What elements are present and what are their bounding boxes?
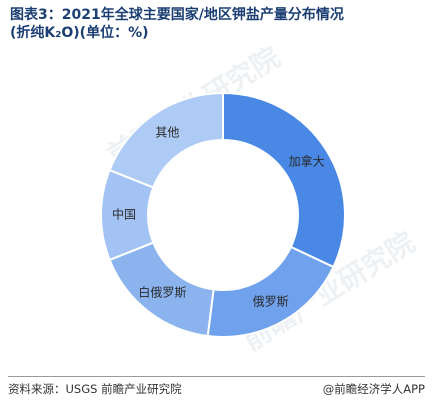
footer-divider <box>8 376 425 377</box>
slice-label: 白俄罗斯 <box>138 285 186 300</box>
donut-slice <box>222 91 346 269</box>
slice-label: 中国 <box>112 207 136 222</box>
chart-title: 图表3：2021年全球主要国家/地区钾盐产量分布情况 (折纯K₂O)(单位：%) <box>10 6 425 42</box>
chart-title-line-1: 图表3：2021年全球主要国家/地区钾盐产量分布情况 <box>10 7 344 23</box>
donut-slice <box>206 245 335 338</box>
source-note: 资料来源：USGS 前瞻产业研究院 <box>8 382 182 396</box>
credit-note: @前瞻经济学人APP <box>322 382 425 396</box>
donut-slice <box>108 91 224 189</box>
slice-label: 加拿大 <box>289 153 325 168</box>
chart-title-line-2: (折纯K₂O)(单位：%) <box>10 25 149 41</box>
slice-label: 俄罗斯 <box>253 294 289 308</box>
slice-label: 其他 <box>155 126 179 140</box>
